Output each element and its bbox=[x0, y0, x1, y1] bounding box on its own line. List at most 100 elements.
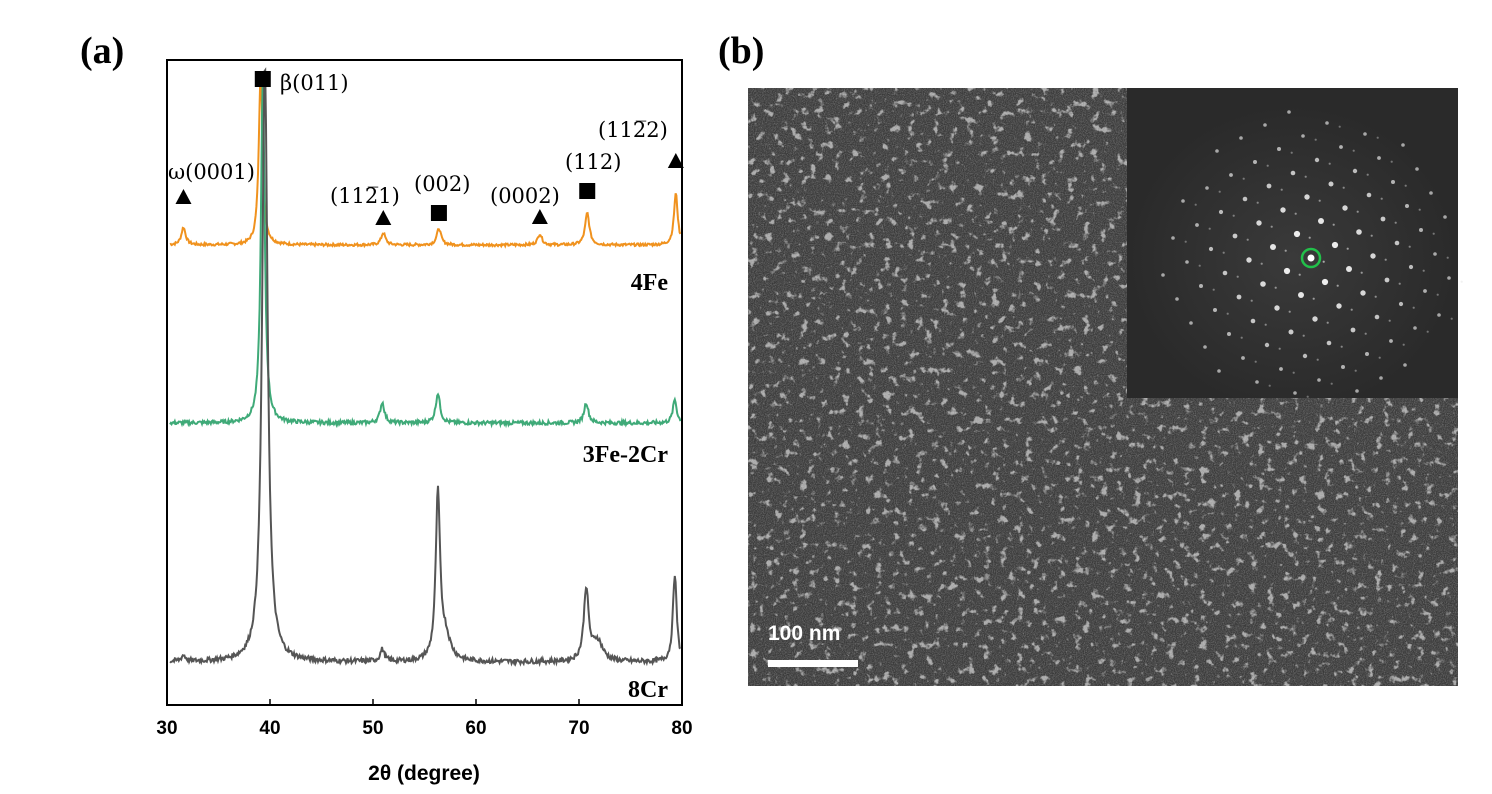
diffraction-spot bbox=[1354, 369, 1357, 372]
diffraction-spot bbox=[1304, 175, 1307, 178]
diffraction-spot bbox=[1283, 267, 1291, 275]
x-tick-label: 80 bbox=[671, 718, 692, 739]
diffraction-spot bbox=[1256, 201, 1259, 204]
diffraction-spot bbox=[1355, 389, 1359, 393]
diffraction-spot bbox=[1175, 297, 1179, 301]
diffraction-spot bbox=[1270, 225, 1273, 228]
peak-annotation-label: (112̅1) bbox=[330, 184, 400, 208]
panel-label-a: (a) bbox=[80, 30, 124, 72]
diffraction-spot bbox=[1240, 336, 1243, 339]
diffraction-spot bbox=[1398, 282, 1401, 285]
diffraction-spot bbox=[1363, 132, 1367, 136]
x-tick-label: 60 bbox=[465, 718, 486, 739]
diffraction-spot bbox=[1208, 227, 1211, 230]
diffraction-spot bbox=[1408, 245, 1411, 248]
diffraction-spot bbox=[1339, 145, 1343, 149]
scale-bar-label: 100 nm bbox=[768, 622, 840, 645]
diffraction-spot bbox=[1376, 136, 1379, 139]
diffraction-spot bbox=[1222, 251, 1225, 254]
diffraction-spot bbox=[1205, 186, 1209, 190]
diffraction-spot bbox=[1450, 317, 1453, 320]
diffraction-spot bbox=[1352, 168, 1358, 174]
diffraction-spot bbox=[1401, 143, 1405, 147]
plot-frame bbox=[166, 59, 683, 706]
diffraction-spot bbox=[1366, 173, 1369, 176]
diffraction-spot bbox=[1338, 125, 1341, 128]
diffraction-spot bbox=[1318, 199, 1321, 202]
diffraction-spot bbox=[1254, 360, 1257, 363]
diffraction-spot bbox=[1279, 367, 1283, 371]
scale-bar-line bbox=[768, 660, 858, 667]
scale-bar: 100 nm bbox=[768, 622, 858, 667]
diffraction-spot bbox=[1274, 286, 1277, 289]
series-line-8cr bbox=[169, 67, 682, 668]
diffraction-spot bbox=[1356, 229, 1362, 235]
diffraction-spot bbox=[1298, 273, 1301, 276]
diffraction-spot bbox=[1432, 232, 1435, 235]
diffraction-spot bbox=[1370, 253, 1376, 259]
diffraction-spot bbox=[1263, 123, 1267, 127]
beta-peak-marker bbox=[254, 71, 271, 87]
diffraction-spot bbox=[1389, 339, 1393, 343]
diffraction-spot bbox=[1242, 196, 1248, 202]
peak-annotation-label: (112) bbox=[565, 150, 621, 174]
diffraction-spot bbox=[1419, 228, 1423, 232]
diffraction-spot bbox=[1326, 340, 1332, 346]
diffraction-spot bbox=[1270, 244, 1276, 250]
diffraction-spot bbox=[1217, 369, 1221, 373]
diffraction-spot bbox=[1364, 332, 1367, 335]
diffraction-spot bbox=[1317, 378, 1321, 382]
diffraction-spot bbox=[1266, 183, 1272, 189]
diffraction-spot bbox=[1293, 230, 1301, 238]
diffraction-spot bbox=[1370, 234, 1373, 237]
diffraction-spot bbox=[1185, 260, 1189, 264]
diffraction-spot bbox=[1288, 329, 1294, 335]
diffraction-spot bbox=[1307, 254, 1315, 262]
beta-peak-marker bbox=[430, 205, 447, 221]
diffraction-spot bbox=[1402, 343, 1405, 346]
diffraction-spot bbox=[1171, 236, 1175, 240]
diffraction-spot bbox=[1260, 262, 1263, 265]
diffraction-spot bbox=[1302, 353, 1308, 359]
diffraction-spot bbox=[1341, 365, 1345, 369]
diffraction-spot bbox=[1336, 284, 1339, 287]
diffraction-spot bbox=[1236, 294, 1242, 300]
omega-peak-marker bbox=[531, 209, 548, 224]
diffraction-spot bbox=[1318, 218, 1324, 224]
diffraction-spot bbox=[1250, 299, 1253, 302]
diffraction-spot bbox=[1218, 190, 1221, 193]
diffraction-spot bbox=[1290, 151, 1293, 154]
diffraction-spot bbox=[1212, 288, 1215, 291]
diffraction-spot bbox=[1346, 266, 1352, 272]
panel-label-b: (b) bbox=[718, 30, 764, 72]
peak-annotation-label: (112̅2) bbox=[598, 118, 668, 142]
diffraction-spot bbox=[1403, 363, 1407, 367]
diffraction-spot bbox=[1278, 347, 1281, 350]
diffraction-spot bbox=[1292, 371, 1295, 374]
diffraction-spot bbox=[1322, 260, 1325, 263]
diffraction-spot bbox=[1306, 395, 1309, 398]
diffraction-spot bbox=[1241, 356, 1245, 360]
diffraction-spot bbox=[1418, 208, 1421, 211]
diffraction-spot bbox=[1436, 293, 1439, 296]
series-line-4fe bbox=[169, 73, 682, 249]
diffraction-spot bbox=[1260, 281, 1266, 287]
diffraction-spot bbox=[1189, 321, 1193, 325]
diffraction-spot bbox=[1384, 258, 1387, 261]
diffraction-spot bbox=[1314, 157, 1320, 163]
peak-annotation-label: β(011) bbox=[280, 71, 349, 95]
diffraction-spot bbox=[1266, 164, 1269, 167]
diffraction-spot bbox=[1330, 382, 1333, 385]
diffraction-spot bbox=[1332, 223, 1335, 226]
diffraction-spot bbox=[1350, 308, 1353, 311]
diffraction-spot bbox=[1391, 180, 1395, 184]
diffraction-spot bbox=[1293, 391, 1297, 395]
diffraction-spot bbox=[1384, 277, 1390, 283]
diffraction-spot bbox=[1326, 321, 1329, 324]
diffraction-spot bbox=[1398, 301, 1404, 307]
series-label-4fe: 4Fe bbox=[631, 270, 669, 296]
diffraction-spot bbox=[1242, 177, 1245, 180]
diffraction-spot bbox=[1208, 246, 1214, 252]
diffraction-spot bbox=[1365, 352, 1369, 356]
diffraction-spot bbox=[1302, 334, 1305, 337]
